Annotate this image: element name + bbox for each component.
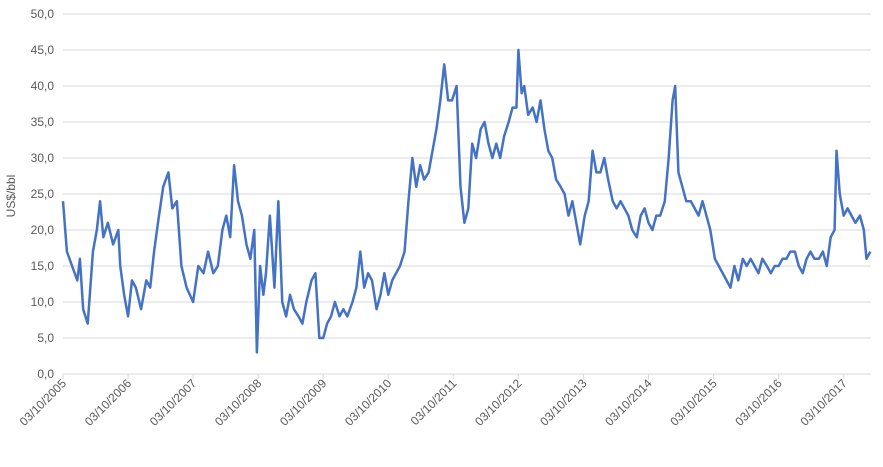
x-tick-label: 03/10/2017: [797, 376, 850, 429]
y-tick-label: 45,0: [31, 43, 55, 57]
y-tick-label: 30,0: [31, 151, 55, 165]
y-tick-label: 20,0: [31, 223, 55, 237]
x-tick-label: 03/10/2006: [82, 376, 135, 429]
x-tick-label: 03/10/2005: [17, 376, 70, 429]
x-tick-label: 03/10/2016: [732, 376, 785, 429]
y-tick-label: 50,0: [31, 7, 55, 21]
x-tick-label: 03/10/2009: [277, 376, 330, 429]
y-axis-title: US$/bbl: [4, 175, 18, 218]
line-series: [61, 48, 872, 354]
x-tick-label: 03/10/2014: [602, 376, 655, 429]
x-tick-label: 03/10/2010: [342, 376, 395, 429]
y-tick-label: 10,0: [31, 295, 55, 309]
x-tick-label: 03/10/2008: [212, 376, 265, 429]
y-tick-label: 40,0: [31, 79, 55, 93]
y-tick-label: 25,0: [31, 187, 55, 201]
x-tick-label: 03/10/2012: [472, 376, 525, 429]
y-tick-label: 0,0: [37, 367, 54, 381]
x-tick-label: 03/10/2015: [667, 376, 720, 429]
x-tick-label: 03/10/2007: [147, 376, 200, 429]
y-tick-label: 15,0: [31, 259, 55, 273]
x-tick-label: 03/10/2011: [408, 376, 460, 428]
x-tick-label: 03/10/2013: [537, 376, 590, 429]
y-tick-label: 5,0: [37, 331, 54, 345]
y-tick-label: 35,0: [31, 115, 55, 129]
